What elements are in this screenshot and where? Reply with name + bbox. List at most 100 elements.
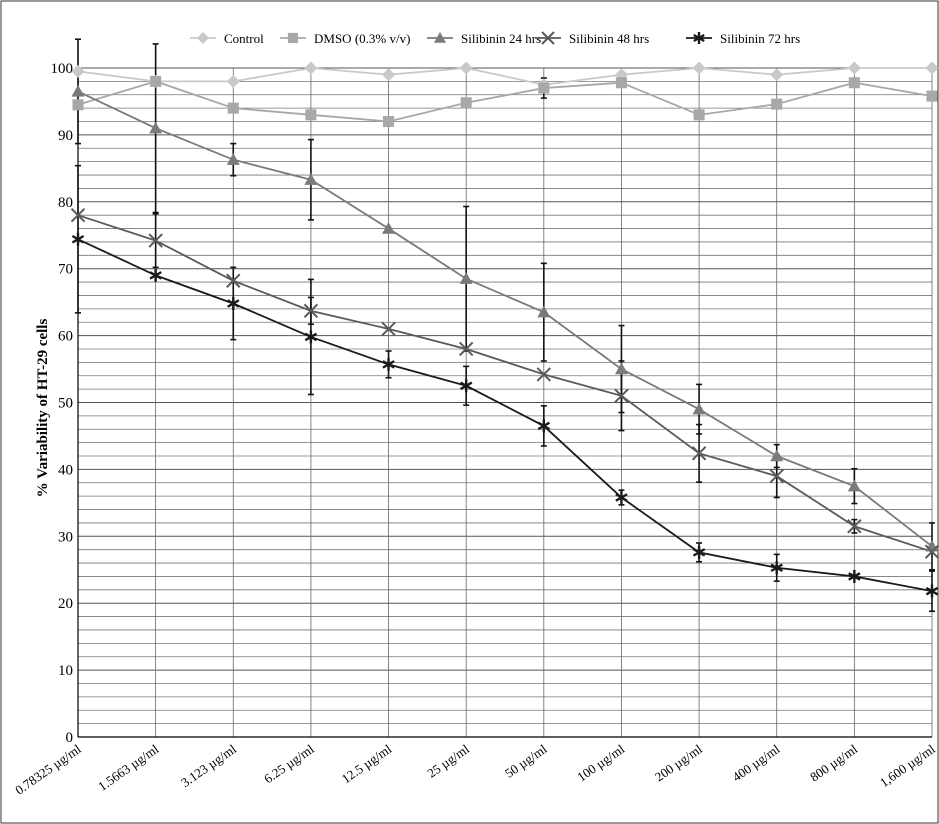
series-line [77,238,933,593]
y-tick-label: 0 [66,730,74,746]
asterisk-marker-stroke [925,586,939,596]
asterisk-marker-stroke [382,360,395,369]
y-tick-label: 100 [51,61,74,77]
x-marker [70,207,86,223]
x-marker-stroke [226,273,241,288]
asterisk-marker-stroke [615,493,628,502]
x-marker-stroke [614,388,629,404]
asterisk-marker-stroke [459,381,473,391]
asterisk-marker [615,490,628,504]
y-tick-label: 20 [58,596,73,612]
asterisk-marker-stroke [537,421,551,431]
legend-label: Control [224,31,264,46]
y-tick-label: 60 [58,329,73,345]
asterisk-marker [693,32,705,44]
x-marker [614,388,629,404]
triangle-marker [847,479,861,492]
asterisk-marker-stroke [770,563,783,573]
asterisk-marker [149,268,162,282]
square-marker [72,99,84,111]
asterisk-marker [848,569,861,583]
y-tick-label: 90 [58,128,73,144]
legend-entry: Silibinin 24 hrs [427,31,541,46]
asterisk-marker [537,419,551,433]
x-marker-stroke [924,544,939,559]
series-line [77,214,933,553]
x-marker-stroke [458,341,474,357]
asterisk-marker-stroke [149,271,162,280]
x-marker [458,341,474,357]
square-marker [926,90,938,102]
diamond-marker [847,61,861,75]
legend-entry: Silibinin 48 hrs [535,31,649,46]
x-marker-stroke [148,233,163,248]
triangle-marker [71,84,85,97]
x-marker [541,31,555,45]
legend-entry: Silibinin 72 hrs [686,31,800,46]
triangle-marker [226,153,240,165]
x-marker [381,321,396,337]
diamond-marker [925,61,939,75]
asterisk-marker [692,545,706,559]
triangle-marker [459,272,473,284]
square-marker [305,109,317,121]
series-lines [77,67,933,593]
asterisk-marker [71,232,85,246]
square-marker [460,97,472,109]
y-axis-title: % Variability of HT-29 cells [35,319,51,498]
x-marker [303,303,319,319]
x-marker-stroke [70,207,86,223]
diamond-marker [197,32,209,44]
legend-label: Silibinin 24 hrs [461,31,541,46]
legend-label: Silibinin 48 hrs [569,31,649,46]
asterisk-marker-stroke [693,33,705,43]
asterisk-marker [382,357,395,371]
x-marker [226,273,241,288]
asterisk-marker [227,296,240,310]
diamond-marker [304,61,318,75]
square-marker [771,98,783,110]
diamond-marker [770,68,784,82]
triangle-marker [304,173,318,185]
series-line [77,90,933,548]
y-tick-label: 40 [58,462,73,478]
asterisk-marker-stroke [304,332,318,342]
x-marker-stroke [769,468,784,484]
square-marker [150,75,162,87]
y-tick-label: 80 [58,195,73,211]
square-marker [383,115,395,128]
grid-lines [77,67,933,738]
x-marker [924,544,939,559]
legend-entry: Control [190,31,264,46]
diamond-marker [226,74,240,88]
series-markers [70,61,939,598]
x-marker [148,233,163,248]
asterisk-marker-stroke [71,234,85,244]
asterisk-marker [459,379,473,393]
asterisk-marker [304,330,318,344]
diamond-marker [692,61,706,75]
triangle-marker [692,402,706,415]
triangle-marker [770,449,784,462]
x-marker-stroke [381,321,396,337]
triangle-marker [434,32,446,43]
x-marker-stroke [303,303,319,319]
x-marker-stroke [541,31,555,45]
legend: Control DMSO (0.3% v/v) Silibinin 24 hrs Si… [190,31,800,46]
x-marker-stroke [536,367,552,382]
x-marker-stroke [847,519,862,534]
x-marker [691,446,707,461]
x-marker-stroke [691,446,707,461]
asterisk-marker [770,561,783,575]
y-tick-label: 30 [58,529,73,545]
x-marker [769,468,784,484]
x-marker [847,519,862,534]
square-marker [227,102,239,114]
legend-entry: DMSO (0.3% v/v) [280,31,410,46]
series-line [77,67,932,86]
triangle-marker [149,121,163,134]
legend-label: Silibinin 72 hrs [720,31,800,46]
triangle-marker [537,305,551,318]
